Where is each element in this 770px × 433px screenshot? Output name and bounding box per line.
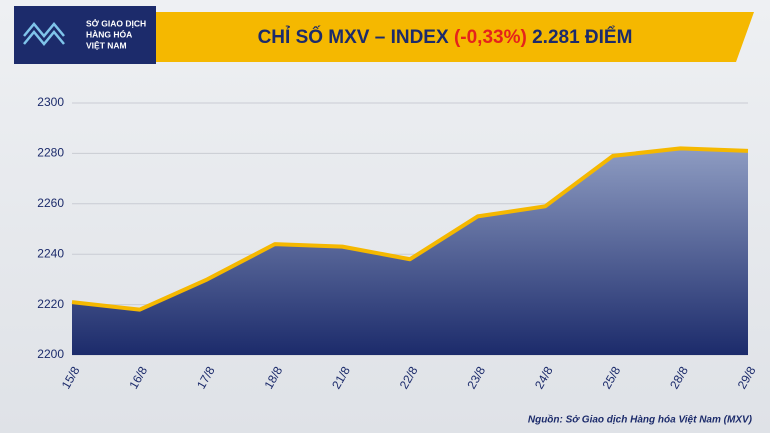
area: [72, 148, 748, 355]
title-change: (-0,33%): [454, 27, 527, 48]
logo-text: SỞ GIAO DỊCH: [86, 17, 146, 28]
y-tick-label: 2220: [37, 297, 64, 311]
y-tick-label: 2260: [37, 196, 64, 210]
line: [71, 146, 749, 312]
source: Nguồn: Sở Giao dịch Hàng hóa Việt Nam (M…: [528, 414, 753, 426]
chart-title: CHỈ SỐ MXV – INDEX (-0,33%) 2.281 ĐIỂM: [258, 26, 633, 48]
logo-icon: [23, 22, 65, 46]
y-tick-label: 2240: [37, 246, 64, 260]
y-tick-label: 2200: [37, 347, 64, 361]
title-value: 2.281 ĐIỂM: [532, 26, 632, 48]
logo-text: HÀNG HÓA: [86, 28, 132, 39]
y-tick-label: 2280: [37, 146, 64, 160]
y-tick-label: 2300: [37, 95, 64, 109]
title-banner: [150, 12, 754, 62]
title-text: CHỈ SỐ MXV – INDEX: [258, 26, 449, 48]
logo-text: VIỆT NAM: [86, 39, 127, 50]
